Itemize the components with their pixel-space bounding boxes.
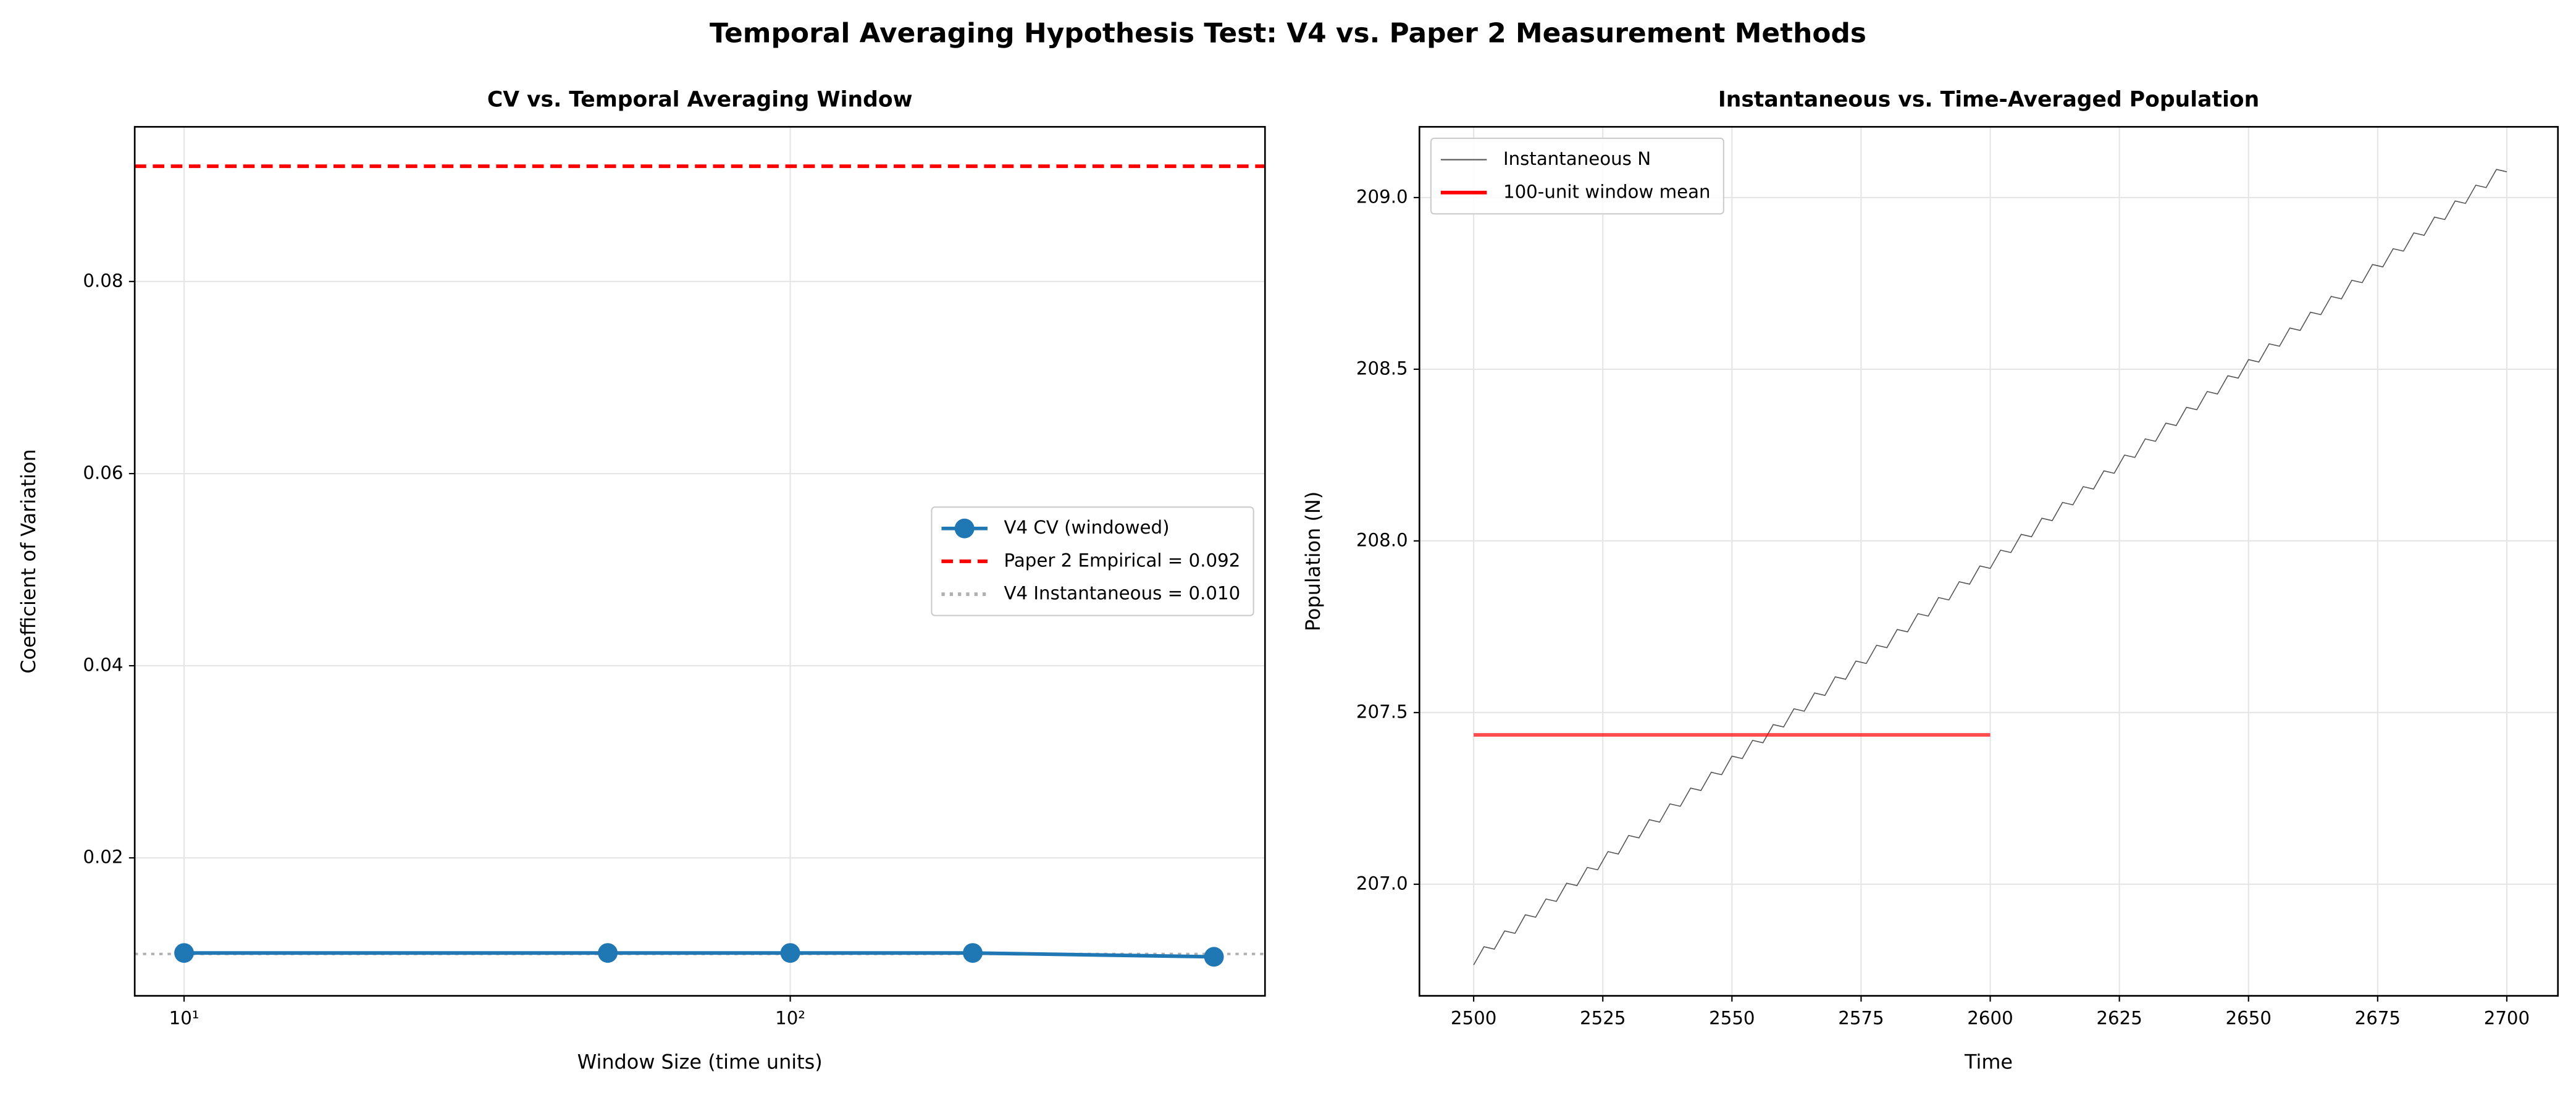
- x-tick-label: 10²: [775, 1007, 805, 1028]
- x-tick-label: 10¹: [169, 1007, 199, 1028]
- x-tick-label: 2550: [1709, 1007, 1755, 1028]
- x-tick-label: 2500: [1451, 1007, 1496, 1028]
- x-tick-label: 2675: [2355, 1007, 2401, 1028]
- axes-title: Instantaneous vs. Time-Averaged Populati…: [1718, 87, 2259, 112]
- marker: [963, 943, 983, 963]
- x-tick-label: 2575: [1838, 1007, 1884, 1028]
- marker: [780, 943, 800, 963]
- y-tick-label: 207.5: [1356, 701, 1408, 722]
- y-tick-label: 207.0: [1356, 873, 1408, 894]
- legend-box: [1430, 137, 1724, 215]
- y-axis-label: Coefficient of Variation: [17, 449, 40, 674]
- y-tick-label: 0.08: [83, 270, 123, 291]
- x-tick-label: 2650: [2226, 1007, 2272, 1028]
- y-axis-label: Population (N): [1301, 492, 1325, 632]
- axes-frame: [133, 126, 1266, 997]
- plot-area: [1473, 169, 2507, 965]
- legend-label: V4 CV (windowed): [1004, 517, 1170, 538]
- legend-box: [931, 506, 1254, 616]
- y-tick-label: 0.04: [83, 655, 123, 676]
- x-tick-label: 2525: [1580, 1007, 1626, 1028]
- y-tick-label: 0.06: [83, 462, 123, 483]
- marker: [598, 943, 618, 963]
- x-tick-label: 2700: [2484, 1007, 2530, 1028]
- marker: [174, 943, 195, 963]
- plot-area: [135, 164, 1265, 967]
- series-line: [184, 951, 1214, 959]
- series-line: [1473, 169, 2507, 965]
- legend-label: 100-unit window mean: [1503, 181, 1711, 202]
- x-axis-label: Window Size (time units): [577, 1050, 823, 1074]
- figure-title: Temporal Averaging Hypothesis Test: V4 v…: [710, 17, 1866, 49]
- y-tick-label: 208.5: [1356, 358, 1408, 379]
- y-tick-label: 0.02: [83, 847, 123, 868]
- legend-label: Instantaneous N: [1503, 148, 1651, 169]
- axes-title: CV vs. Temporal Averaging Window: [487, 87, 913, 112]
- legend-marker: [954, 518, 975, 539]
- x-tick-label: 2625: [2096, 1007, 2142, 1028]
- x-axis-label: Time: [1964, 1050, 2013, 1074]
- axes-frame: [1418, 126, 2559, 997]
- marker: [1204, 947, 1224, 967]
- y-tick-label: 208.0: [1356, 529, 1408, 550]
- legend: V4 CV (windowed) Paper 2 Empirical = 0.09…: [931, 506, 1254, 616]
- x-tick-label: 2600: [1967, 1007, 2013, 1028]
- y-tick-label: 209.0: [1356, 186, 1408, 207]
- legend-label: Paper 2 Empirical = 0.092: [1004, 550, 1241, 571]
- legend-label: V4 Instantaneous = 0.010: [1004, 583, 1241, 604]
- legend: Instantaneous N 100-unit window mean: [1430, 137, 1724, 215]
